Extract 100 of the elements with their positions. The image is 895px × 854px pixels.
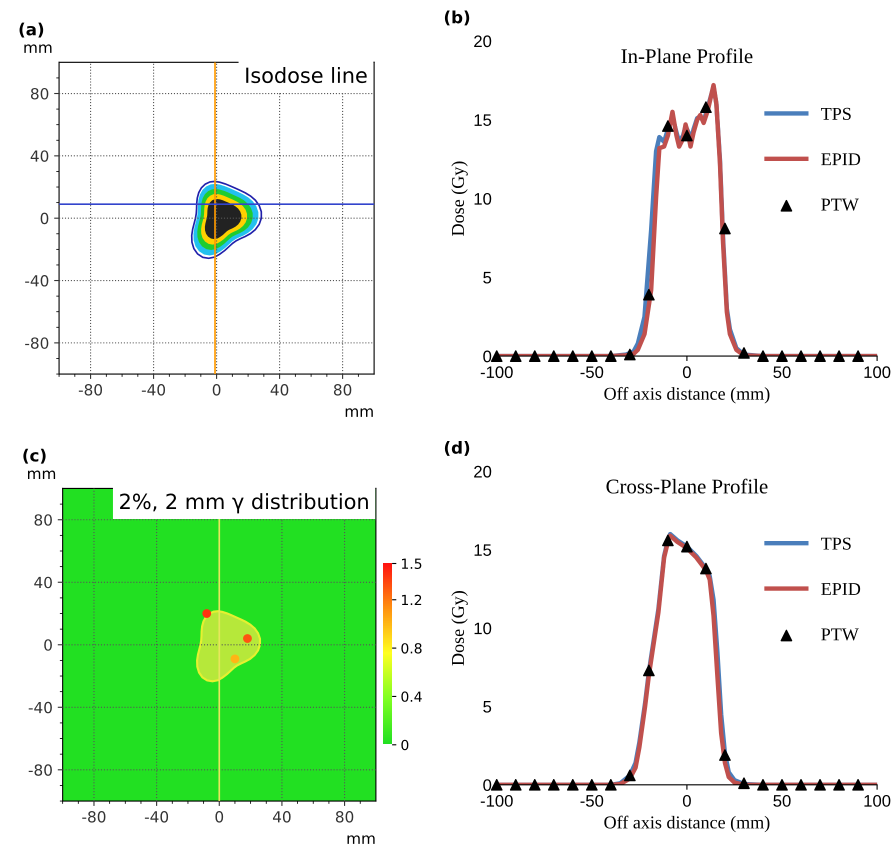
x-tick-label: 80	[334, 384, 352, 396]
chart-title: (d)	[444, 441, 470, 456]
point	[814, 778, 826, 791]
point	[719, 749, 731, 761]
point	[624, 770, 636, 782]
y-tick-label: -80	[28, 764, 52, 776]
point	[852, 350, 864, 362]
annotation: Isodose line	[246, 67, 367, 84]
point	[230, 654, 240, 664]
legend-label: EPID	[821, 153, 860, 166]
x-tick-label: 40	[270, 384, 288, 396]
point	[490, 778, 503, 791]
point	[643, 288, 655, 301]
chart-title: (c)	[23, 448, 46, 464]
point	[662, 534, 674, 546]
color-bar-label: 1.2	[402, 594, 422, 606]
point	[681, 540, 693, 552]
point	[202, 609, 212, 618]
point	[776, 350, 788, 362]
x-tick-label: -100	[480, 366, 513, 378]
x-tick-label: -80	[82, 811, 106, 823]
point	[738, 777, 750, 790]
annotation: 2%, 2 mm γ distribution	[120, 493, 368, 514]
legend-label: TPS	[821, 108, 851, 120]
color-bar-label: 1.5	[402, 558, 422, 569]
y-tick-label: 0	[483, 350, 492, 362]
chart-subtitle: Cross-Plane Profile	[606, 478, 768, 494]
y-tick-label: 80	[30, 88, 48, 100]
point	[700, 101, 712, 114]
point	[528, 350, 541, 362]
point	[852, 778, 864, 791]
x-tick-label: 100	[864, 366, 890, 378]
x-tick-label: 50	[773, 366, 791, 378]
legend-label: TPS	[821, 538, 851, 550]
color-bar-label: 0.8	[401, 643, 422, 654]
point	[643, 664, 655, 676]
point	[604, 778, 617, 791]
point	[833, 350, 845, 362]
y-tick-label: 15	[474, 114, 492, 126]
legend-label: PTW	[821, 198, 859, 211]
x-tick-label: 0	[682, 794, 691, 807]
y-tick-label: -40	[25, 275, 48, 287]
point	[795, 778, 807, 791]
y-tick-label: 0	[483, 779, 492, 792]
point	[566, 778, 579, 791]
point	[528, 778, 541, 791]
point	[681, 130, 693, 142]
point	[243, 634, 252, 643]
point	[548, 350, 560, 362]
y-axis-title: mm	[28, 470, 56, 480]
y-axis-title: mm	[24, 44, 52, 53]
point	[738, 347, 750, 359]
x-tick-label: -40	[142, 384, 166, 396]
point	[814, 350, 826, 362]
x-tick-label: 80	[336, 811, 354, 823]
legend-label: PTW	[821, 628, 859, 641]
point	[757, 778, 769, 791]
x-tick-label: -50	[580, 794, 604, 807]
point	[624, 348, 636, 360]
point	[757, 350, 769, 362]
point	[586, 350, 598, 362]
x-tick-label: 0	[212, 384, 220, 396]
y-tick-label: -80	[25, 337, 48, 349]
x-axis-title: mm	[346, 408, 373, 417]
point	[586, 778, 598, 791]
x-axis-title: mm	[348, 835, 375, 844]
point	[566, 350, 579, 362]
point	[490, 350, 503, 362]
x-tick-label: 0	[215, 811, 224, 823]
y-tick-label: -40	[28, 702, 52, 714]
point	[833, 778, 845, 791]
point	[700, 562, 712, 574]
x-tick-label: -80	[78, 384, 102, 396]
point	[662, 120, 674, 132]
x-tick-label: 0	[682, 366, 691, 378]
point	[510, 350, 522, 362]
chart-title: (b)	[444, 10, 470, 26]
point	[510, 778, 522, 791]
y-tick-label: 80	[34, 514, 52, 526]
chart-subtitle: In-Plane Profile	[621, 48, 752, 64]
legend-label: EPID	[821, 583, 860, 595]
x-axis-title: Off axis distance (mm)	[604, 386, 770, 404]
x-tick-label: -100	[480, 794, 513, 807]
y-tick-label: 40	[34, 576, 52, 588]
point	[548, 778, 560, 791]
chart-title: (a)	[20, 22, 44, 38]
y-tick-label: 10	[474, 622, 492, 634]
y-tick-label: 20	[474, 466, 492, 478]
x-tick-label: -40	[144, 811, 168, 823]
x-tick-label: -50	[580, 366, 604, 378]
y-tick-label: 0	[44, 639, 52, 651]
x-tick-label: 40	[272, 811, 291, 823]
color-bar-label: 0.4	[401, 691, 422, 702]
y-tick-label: 5	[483, 701, 492, 713]
y-tick-label: 0	[40, 212, 48, 224]
y-tick-label: 10	[474, 192, 492, 205]
y-tick-label: 5	[483, 272, 492, 284]
point	[795, 350, 807, 362]
y-axis-title: Dose (Gy)	[451, 591, 468, 666]
point	[719, 222, 731, 234]
